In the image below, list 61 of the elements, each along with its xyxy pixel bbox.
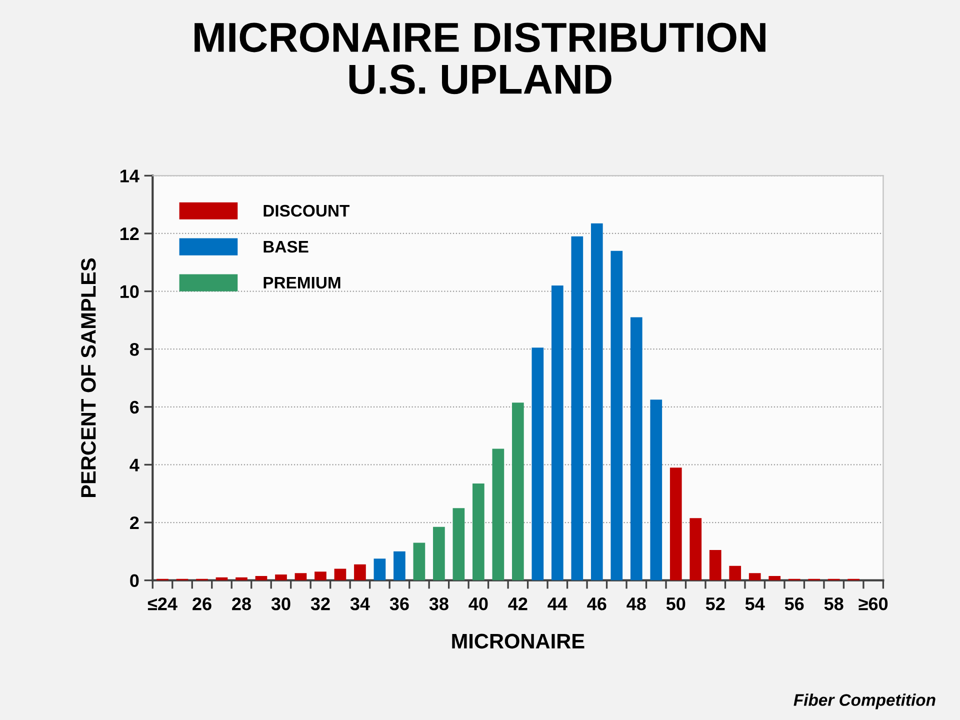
bar [650,400,662,580]
bar [354,564,366,580]
x-tick-label: 40 [468,597,488,610]
chart-title: MICRONAIRE DISTRIBUTION U.S. UPLAND [194,22,766,94]
y-tick-label: 4 [130,458,140,472]
x-tick-label: 44 [548,598,568,610]
y-tick-label: 0 [130,574,139,588]
x-tick-label: 56 [784,597,804,610]
x-tick-label: 46 [587,597,606,610]
bar [294,573,307,580]
x-tick-label: 28 [232,597,251,610]
x-tick-label: 36 [390,597,409,610]
x-tick-label: ≥60 [858,597,888,610]
legend-label: PREMIUM [264,276,340,289]
y-tick-label: 10 [120,285,139,298]
y-axis-title: PERCENT OF SAMPLES [81,258,96,497]
bar [610,250,623,580]
x-tick-label: 54 [745,598,765,610]
bar [551,286,564,580]
bar [630,317,642,580]
bar [314,572,326,580]
y-tick-label: 8 [130,343,139,356]
bar [334,568,346,580]
legend-label: BASE [264,240,308,253]
y-tick-label: 14 [120,170,140,182]
x-tick-label: 34 [350,597,370,610]
x-tick-label: 32 [310,597,330,610]
y-tick-label: 12 [120,227,139,240]
bar [590,223,603,580]
bar [571,236,584,580]
bar [413,542,426,580]
bar [748,573,761,580]
bar [709,550,722,580]
x-axis-title: MICRONAIRE [452,634,584,649]
y-tick-label: 6 [130,400,139,414]
x-tick-label: 38 [429,597,448,610]
bar [255,576,268,580]
x-tick-label: 26 [192,597,212,610]
x-tick-label: 42 [508,597,528,610]
x-tick-label: 52 [706,597,725,610]
x-tick-label: 50 [666,597,686,610]
bar [690,518,702,580]
x-tick-label: 48 [626,597,646,610]
bar [512,402,524,580]
bar [433,526,445,580]
bar [670,468,682,580]
bar [472,483,484,580]
y-tick-label: 2 [130,516,139,530]
bar [374,558,386,580]
bar [394,551,406,580]
bar [452,508,465,580]
legend-label: DISCOUNT [264,204,350,217]
bar [492,448,504,580]
x-tick-label: 58 [824,597,844,610]
bar [729,566,742,580]
text: Fiber Competition [794,694,936,710]
bar [532,348,544,580]
x-tick-label: ≤24 [148,597,178,610]
bar [275,574,287,580]
x-tick-label: 30 [271,597,290,610]
bar [768,576,781,580]
